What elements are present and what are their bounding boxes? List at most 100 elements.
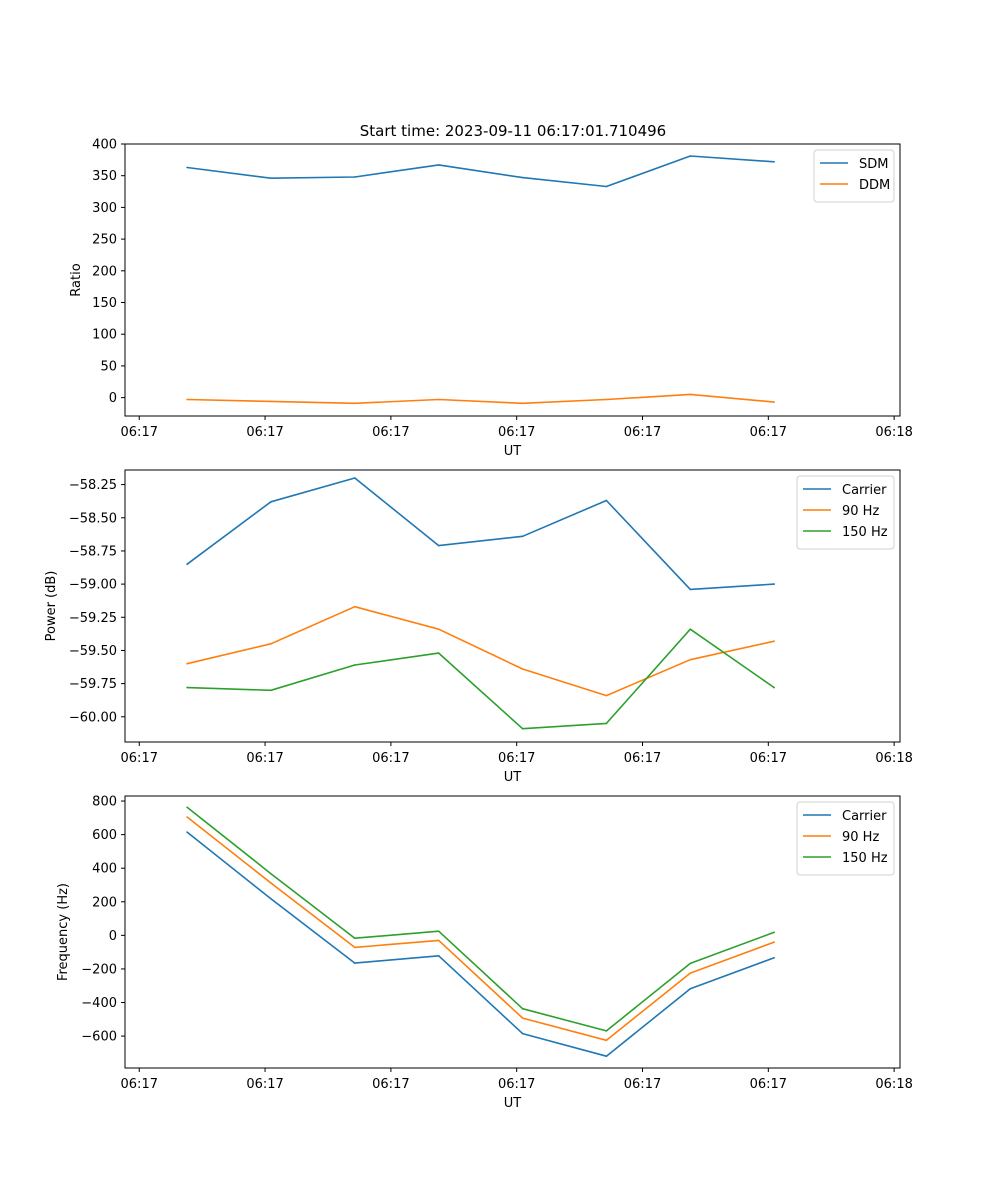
power-y-tick-label: −58.50 bbox=[69, 511, 117, 526]
power-x-tick-label: 06:17 bbox=[750, 751, 787, 766]
frequency-x-tick-label: 06:17 bbox=[246, 1077, 283, 1092]
power-data-point bbox=[437, 652, 440, 654]
power-data-point bbox=[437, 628, 440, 631]
frequency-data-point bbox=[437, 955, 440, 957]
ratio-data-point bbox=[270, 400, 272, 403]
power-x-tick-label: 06:18 bbox=[875, 751, 912, 766]
ratio-y-tick-label: 100 bbox=[92, 328, 117, 343]
frequency-data-point bbox=[437, 930, 440, 932]
frequency-x-tick-label: 06:17 bbox=[498, 1077, 535, 1092]
frequency-y-tick-label: −400 bbox=[81, 996, 117, 1011]
ratio-x-tick-label: 06:17 bbox=[121, 425, 158, 440]
frequency-data-point bbox=[354, 962, 356, 964]
power-series-line-carrier bbox=[186, 477, 775, 591]
frequency-data-point bbox=[689, 987, 692, 990]
power-legend-label: 90 Hz bbox=[842, 504, 879, 519]
power-y-tick-label: −59.25 bbox=[69, 611, 117, 626]
power-legend: Carrier 90 Hz 150 Hz bbox=[796, 475, 895, 550]
power-x-tick-label: 06:17 bbox=[624, 751, 661, 766]
ratio-y-tick-label: 250 bbox=[92, 233, 117, 248]
power-data-point bbox=[186, 686, 188, 689]
power-y-tick-label: −60.00 bbox=[69, 710, 117, 725]
frequency-data-point bbox=[521, 1017, 524, 1019]
power-data-point bbox=[354, 605, 356, 608]
frequency-data-point bbox=[186, 806, 188, 809]
power-y-tick-label: −58.75 bbox=[69, 544, 117, 559]
power-x-tick-label: 06:17 bbox=[121, 751, 158, 766]
power-data-point bbox=[773, 583, 775, 585]
ratio-x-tick-label: 06:17 bbox=[624, 425, 661, 440]
power-data-point bbox=[773, 686, 775, 689]
ratio-x-tick-label: 06:17 bbox=[498, 425, 535, 440]
ratio-data-point bbox=[521, 402, 524, 405]
power-data-point bbox=[689, 658, 692, 661]
ratio-data-point bbox=[437, 398, 440, 401]
frequency-x-tick-label: 06:17 bbox=[121, 1077, 158, 1092]
frequency-x-tick-label: 06:17 bbox=[624, 1077, 661, 1092]
frequency-y-tick-label: 400 bbox=[92, 862, 117, 877]
ratio-data-point bbox=[270, 177, 272, 180]
power-y-tick-label: −59.75 bbox=[69, 677, 117, 692]
frequency-data-point bbox=[605, 1055, 608, 1058]
ratio-data-point bbox=[437, 164, 440, 166]
frequency-data-point bbox=[354, 937, 356, 940]
ratio-data-point bbox=[689, 393, 692, 396]
power-y-tick-label: −59.50 bbox=[69, 644, 117, 659]
frequency-data-point bbox=[270, 872, 272, 875]
frequency-series-line-150-hz bbox=[186, 806, 775, 1032]
frequency-x-tick-label: 06:18 bbox=[875, 1077, 912, 1092]
frequency-y-tick-label: 800 bbox=[92, 795, 117, 810]
ratio-y-tick-label: 200 bbox=[92, 264, 117, 279]
power-y-axis-label: Power (dB) bbox=[44, 571, 59, 642]
frequency-series-line-carrier bbox=[186, 831, 775, 1057]
ratio-data-point bbox=[521, 176, 524, 179]
power-data-point bbox=[270, 643, 272, 645]
power-y-tick-label: −58.25 bbox=[69, 478, 117, 493]
ratio-y-tick-label: 300 bbox=[92, 201, 117, 216]
ratio-x-tick-label: 06:17 bbox=[372, 425, 409, 440]
power-data-point bbox=[354, 664, 356, 666]
figure-title: Start time: 2023-09-11 06:17:01.710496 bbox=[360, 122, 666, 140]
ratio-x-tick-label: 06:17 bbox=[246, 425, 283, 440]
frequency-data-point bbox=[605, 1039, 608, 1042]
ratio-data-point bbox=[773, 401, 775, 403]
ratio-legend: SDM DDM bbox=[813, 149, 895, 203]
frequency-legend-label: Carrier bbox=[842, 809, 887, 824]
ratio-y-tick-label: 0 bbox=[109, 391, 117, 406]
power-data-point bbox=[605, 694, 608, 697]
frequency-data-point bbox=[186, 831, 188, 833]
ratio-series-line-ddm bbox=[187, 393, 775, 405]
ratio-y-axis-label: Ratio bbox=[69, 263, 84, 296]
frequency-data-point bbox=[270, 882, 272, 884]
ratio-x-tick-label: 06:17 bbox=[750, 425, 787, 440]
power-legend-label: Carrier bbox=[842, 483, 887, 498]
frequency-y-tick-label: 600 bbox=[92, 828, 117, 843]
power-x-axis-label: UT bbox=[504, 770, 522, 785]
ratio-data-point bbox=[773, 160, 775, 163]
power-y-tick-label: −59.00 bbox=[69, 578, 117, 593]
power-series-line-90-hz bbox=[186, 605, 775, 697]
power-panel: 06:17 06:17 06:17 06:17 06:17 06:17 06:18 −60.… bbox=[44, 469, 913, 785]
power-data-point bbox=[605, 722, 608, 725]
ratio-panel: 06:17 06:17 06:17 06:17 06:17 06:17 06:18 0 50 1… bbox=[69, 138, 913, 460]
ratio-data-point bbox=[186, 398, 188, 401]
ratio-y-tick-label: 50 bbox=[100, 359, 117, 374]
power-x-tick-label: 06:17 bbox=[372, 751, 409, 766]
power-data-point bbox=[773, 640, 775, 642]
frequency-y-tick-label: 0 bbox=[109, 929, 117, 944]
power-x-tick-label: 06:17 bbox=[498, 751, 535, 766]
ratio-legend-label: DDM bbox=[859, 178, 890, 193]
power-data-point bbox=[689, 628, 692, 631]
ratio-data-point bbox=[605, 185, 608, 188]
frequency-data-point bbox=[521, 1032, 524, 1035]
frequency-plot-frame bbox=[124, 795, 901, 1069]
power-data-point bbox=[186, 563, 188, 566]
power-data-point bbox=[605, 499, 608, 502]
frequency-data-point bbox=[773, 956, 775, 959]
frequency-y-tick-label: 200 bbox=[92, 895, 117, 910]
frequency-data-point bbox=[605, 1030, 608, 1032]
frequency-data-point bbox=[689, 972, 692, 974]
frequency-y-tick-label: −600 bbox=[81, 1030, 117, 1045]
frequency-data-point bbox=[186, 816, 188, 818]
